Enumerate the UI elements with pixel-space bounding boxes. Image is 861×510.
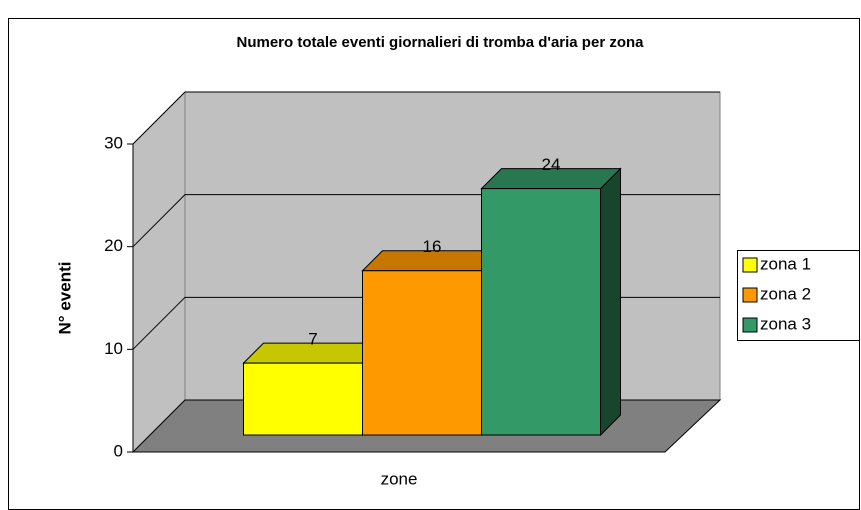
y-tick-label: 10 (104, 339, 123, 358)
legend-swatch (742, 317, 758, 333)
legend-label: zona 2 (760, 284, 811, 303)
side-wall (132, 90, 186, 454)
y-tick-label: 30 (104, 133, 123, 152)
y-tick-label: 20 (104, 236, 123, 255)
legend-box (737, 250, 860, 341)
data-label: 16 (423, 237, 442, 256)
y-tick-label: 0 (114, 441, 123, 460)
data-label: 24 (542, 155, 561, 174)
legend-label: zona 3 (760, 314, 811, 333)
legend-label: zona 1 (760, 254, 811, 273)
grid-line (132, 91, 720, 145)
bar-side (600, 167, 621, 437)
bar (362, 270, 482, 436)
bar (481, 188, 601, 436)
legend-swatch (742, 287, 758, 303)
legend-swatch (742, 257, 758, 273)
x-tick-label: zone (381, 469, 418, 488)
data-label: 7 (308, 330, 317, 349)
y-axis-label: N° eventi (55, 262, 74, 335)
bar (243, 362, 363, 436)
chart-title: Numero totale eventi giornalieri di trom… (237, 34, 645, 51)
